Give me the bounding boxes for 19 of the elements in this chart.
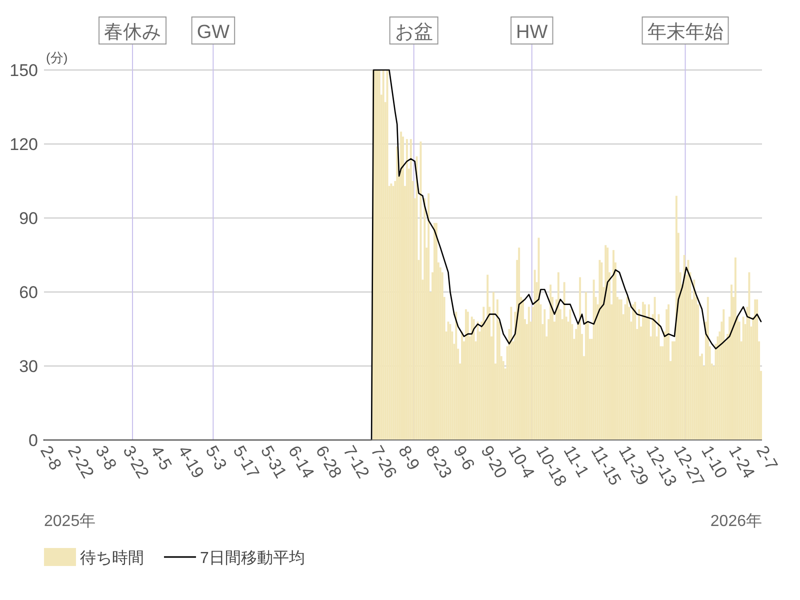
y-tick-label: 120 [10, 135, 38, 154]
ref-line-label: GW [196, 22, 230, 43]
y-tick-label: 0 [28, 431, 38, 450]
text: 2025年 [44, 513, 96, 530]
y-tick-label: 150 [10, 61, 38, 80]
ref-line-label: HW [516, 22, 548, 43]
y-tick-label: 30 [19, 357, 38, 376]
ref-line-label: 年末年始 [647, 22, 724, 43]
text: 2026年 [710, 513, 762, 530]
y-tick-label: 90 [19, 209, 38, 228]
legend-label: 待ち時間 [80, 549, 144, 567]
y-axis-title: (分) [46, 50, 68, 65]
x-tick-label: 2-8 [36, 442, 66, 474]
x-tick-label: 5-3 [202, 442, 231, 474]
ref-line-label: 春休み [104, 22, 162, 43]
ref-line-label: お盆 [394, 22, 433, 43]
x-tick-label: 8-9 [394, 442, 424, 474]
y-tick-label: 60 [19, 283, 38, 302]
legend-label: 7日間移動平均 [200, 550, 305, 567]
